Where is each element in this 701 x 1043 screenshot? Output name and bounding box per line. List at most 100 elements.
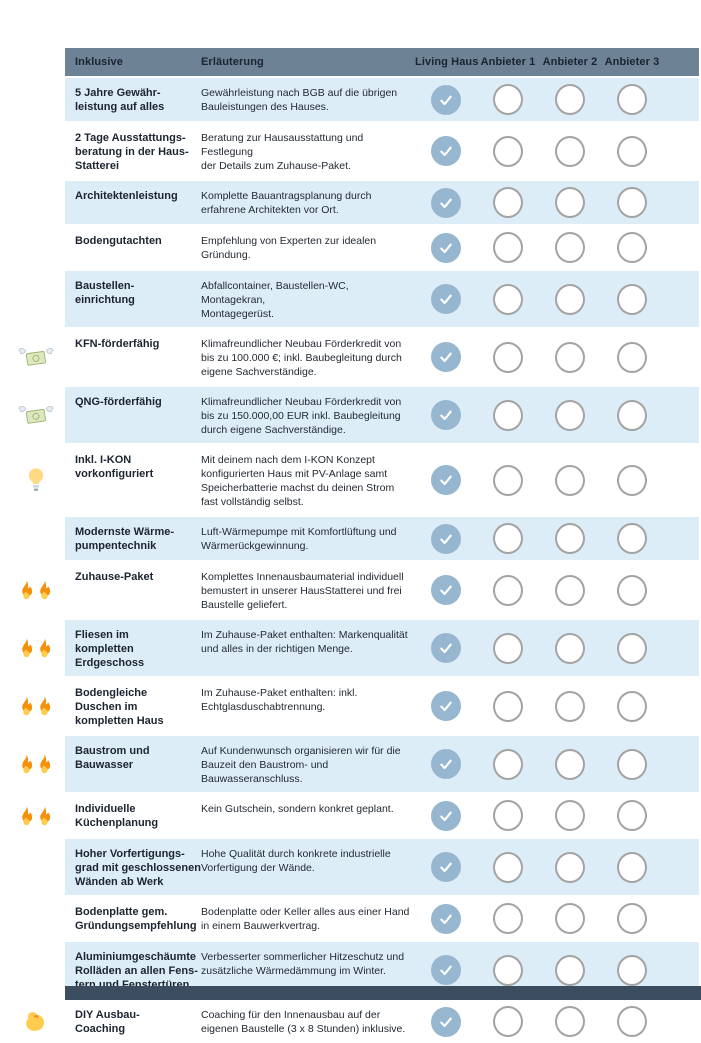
check-cell [601,335,663,379]
not-included-circle [493,851,523,883]
table-row: 5 Jahre Gewähr- leistung auf alles Gewäh… [0,78,701,121]
check-cell [477,451,539,509]
check-cell [601,1006,663,1037]
checkmark-icon [440,701,452,712]
row-icon-cell [0,517,65,560]
not-included-circle [555,632,585,664]
feature-description: Gewährleistung nach BGB auf die übrigen … [201,87,398,113]
checkmark-icon [440,1017,452,1027]
feature-description: Komplettes Innenausbaumaterial individue… [201,571,404,611]
row-icon-cell [0,123,65,179]
check-cell [477,523,539,554]
not-included-circle [617,954,647,986]
not-included-circle [555,903,585,934]
included-check-icon [431,903,461,934]
fire-icon [22,754,33,774]
feature-description: Abfallcontainer, Baustellen-WC, Montagek… [201,280,349,320]
table-row: DIY Ausbau- Coaching Coaching für den In… [0,1000,701,1043]
fire-icon [22,580,33,600]
feature-title: Bodengleiche Duschen im kompletten Haus [75,687,164,727]
included-check-icon [431,465,461,495]
not-included-circle [617,341,647,373]
not-included-circle [617,903,647,934]
checkmark-icon [440,759,452,770]
check-cell [415,626,477,670]
check-cell [539,626,601,670]
not-included-circle [617,574,647,606]
checkmark-icon [440,643,452,654]
table-row: Baustellen- einrichtung Abfallcontainer,… [0,271,701,327]
row-icon-cell [0,78,65,121]
not-included-circle [493,954,523,986]
not-included-circle [493,399,523,431]
not-included-circle [555,954,585,986]
check-cell [477,335,539,379]
check-cell [415,393,477,437]
included-check-icon [431,800,461,831]
row-icon-cell [0,897,65,940]
check-cell [477,948,539,992]
feature-title: Architektenleistung [75,190,178,202]
column-header-living-haus: Living Haus [415,56,479,68]
check-cell [477,277,539,321]
table-row: Hoher Vorfertigungs- grad mit geschlosse… [0,839,701,895]
not-included-circle [555,1006,585,1037]
feature-description: Klimafreundlicher Neubau Förderkredit vo… [201,396,402,436]
feature-description: Hohe Qualität durch konkrete industriell… [201,848,391,874]
check-cell [415,742,477,786]
included-check-icon [431,187,461,218]
not-included-circle [617,800,647,831]
feature-description: Kein Gutschein, sondern konkret geplant. [201,803,394,815]
feature-title: DIY Ausbau- Coaching [75,1009,140,1035]
table-row: Bodengutachten Empfehlung von Experten z… [0,226,701,269]
table-row: Zuhause-Paket Komplettes Innenausbaumate… [0,562,701,618]
check-cell [539,845,601,889]
checkmark-icon [440,243,452,253]
included-check-icon [431,575,461,605]
feature-description: Im Zuhause-Paket enthalten: inkl. Echtgl… [201,687,358,713]
check-cell [601,845,663,889]
check-cell [601,232,663,263]
feature-title: KFN-förderfähig [75,338,160,350]
not-included-circle [493,800,523,831]
fire-double-icon-cell [0,678,65,734]
feature-title: Modernste Wärme- pumpentechnik [75,526,175,552]
fire-icon [22,805,33,825]
check-cell [601,903,663,934]
money-with-wings-icon [17,406,54,424]
not-included-circle [617,84,647,115]
check-cell [601,948,663,992]
check-cell [539,568,601,612]
checkmark-icon [440,146,452,157]
table-row: 2 Tage Ausstattungs- beratung in der Hau… [0,123,701,179]
check-cell [415,1006,477,1037]
checkmark-icon [440,475,452,486]
check-cell [539,393,601,437]
check-cell [601,568,663,612]
comparison-table: Inklusive Erläuterung Living Haus Anbiet… [0,48,701,1043]
check-cell [539,335,601,379]
not-included-circle [493,232,523,263]
check-cell [539,742,601,786]
included-check-icon [431,284,461,314]
not-included-circle [493,283,523,315]
check-cell [477,568,539,612]
not-included-circle [555,283,585,315]
checkmark-icon [440,811,452,821]
check-cell [415,232,477,263]
feature-description: Klimafreundlicher Neubau Förderkredit vo… [201,338,402,378]
feature-title: QNG-förderfähig [75,396,162,408]
not-included-circle [617,135,647,167]
fire-icon [22,638,33,658]
not-included-circle [493,903,523,934]
included-check-icon [431,523,461,554]
check-cell [601,523,663,554]
feature-description: Beratung zur Hausausstattung und Festleg… [201,132,364,172]
feature-description: Auf Kundenwunsch organisieren wir für di… [201,745,401,785]
not-included-circle [493,632,523,664]
not-included-circle [617,399,647,431]
check-cell [477,393,539,437]
feature-title: Bodengutachten [75,235,162,247]
check-cell [415,948,477,992]
check-cell [477,742,539,786]
